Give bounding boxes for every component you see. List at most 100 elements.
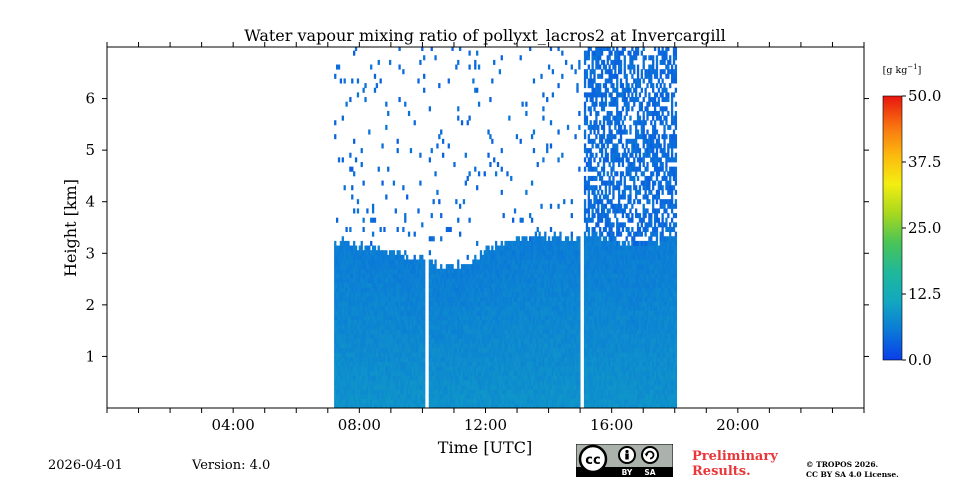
- heatmap-cell: [383, 268, 386, 274]
- heatmap-cell: [587, 329, 590, 335]
- heatmap-cell: [570, 254, 573, 260]
- heatmap-cell: [377, 370, 380, 376]
- heatmap-cell: [385, 259, 388, 265]
- heatmap-cell: [521, 217, 524, 223]
- heatmap-cell: [466, 324, 469, 330]
- heatmap-cell: [388, 291, 392, 298]
- heatmap-cell: [549, 254, 553, 260]
- heatmap-cell: [415, 370, 418, 376]
- heatmap-cell: [551, 282, 555, 288]
- heatmap-cell: [506, 338, 509, 344]
- heatmap-cell: [381, 403, 384, 408]
- heatmap-cell: [551, 333, 555, 339]
- heatmap-cell: [532, 273, 536, 279]
- heatmap-cell: [392, 356, 396, 362]
- heatmap-cell: [572, 394, 575, 400]
- heatmap-cell: [371, 343, 375, 349]
- heatmap-cell: [593, 301, 596, 307]
- heatmap-cell: [523, 380, 526, 386]
- heatmap-cell: [443, 366, 447, 372]
- heatmap-cell: [364, 380, 367, 386]
- heatmap-cell: [411, 384, 414, 390]
- heatmap-cell: [373, 338, 377, 344]
- heatmap-cell: [517, 301, 520, 307]
- heatmap-cell: [587, 162, 590, 168]
- heatmap-cell: [347, 343, 350, 349]
- heatmap-cell: [574, 352, 577, 358]
- heatmap-cell: [593, 380, 596, 386]
- heatmap-cell: [440, 398, 443, 404]
- heatmap-cell: [447, 226, 450, 233]
- heatmap-cell: [485, 338, 488, 344]
- heatmap-cell: [349, 273, 352, 279]
- heatmap-cell: [502, 287, 505, 293]
- heatmap-cell: [411, 287, 414, 293]
- heatmap-cell: [553, 282, 556, 288]
- heatmap-cell: [546, 273, 549, 279]
- heatmap-cell: [491, 291, 494, 298]
- heatmap-cell: [443, 338, 447, 344]
- heatmap-cell: [557, 324, 560, 330]
- heatmap-cell: [470, 264, 473, 270]
- heatmap-cell: [546, 254, 549, 260]
- heatmap-cell: [379, 78, 382, 84]
- heatmap-cell: [470, 403, 473, 408]
- heatmap-cell: [371, 208, 375, 214]
- heatmap-cell: [493, 59, 496, 65]
- heatmap-cell: [381, 361, 384, 367]
- heatmap-cell: [472, 347, 475, 353]
- heatmap-cell: [551, 236, 555, 242]
- heatmap-cell: [536, 236, 539, 242]
- heatmap-cell: [513, 268, 517, 274]
- heatmap-cell: [578, 291, 581, 298]
- heatmap-cell: [406, 380, 409, 386]
- heatmap-cell: [349, 226, 352, 233]
- heatmap-cell: [542, 389, 545, 395]
- heatmap-cell: [383, 329, 386, 335]
- heatmap-cell: [540, 282, 543, 288]
- heatmap-cell: [354, 305, 358, 311]
- heatmap-cell: [459, 389, 462, 395]
- heatmap-cell: [553, 352, 556, 358]
- heatmap-cell: [368, 245, 371, 251]
- heatmap-cell: [551, 370, 555, 376]
- heatmap-cell: [415, 356, 418, 362]
- heatmap-cell: [496, 278, 500, 284]
- heatmap-cell: [515, 296, 519, 302]
- heatmap-cell: [589, 394, 592, 400]
- heatmap-cell: [368, 315, 371, 321]
- heatmap-cell: [576, 398, 579, 404]
- heatmap-cell: [591, 338, 594, 344]
- heatmap-cell: [457, 319, 460, 325]
- heatmap-cell: [421, 329, 424, 335]
- heatmap-cell: [345, 245, 348, 251]
- heatmap-cell: [353, 305, 356, 311]
- heatmap-cell: [364, 259, 367, 265]
- heatmap-cell: [406, 333, 409, 339]
- heatmap-cell: [583, 282, 587, 288]
- heatmap-cell: [370, 250, 373, 256]
- heatmap-cell: [472, 78, 475, 84]
- heatmap-cell: [487, 245, 490, 251]
- heatmap-cell: [587, 236, 590, 242]
- heatmap-cell: [419, 366, 422, 372]
- heatmap-cell: [438, 394, 441, 400]
- heatmap-cell: [353, 259, 356, 265]
- heatmap-cell: [337, 254, 341, 260]
- heatmap-cell: [440, 370, 443, 376]
- heatmap-cell: [547, 352, 551, 358]
- heatmap-cell: [527, 287, 530, 293]
- heatmap-cell: [546, 370, 549, 376]
- heatmap-cell: [538, 301, 541, 307]
- heatmap-cell: [390, 384, 394, 390]
- heatmap-cell: [544, 254, 547, 260]
- heatmap-cell: [559, 240, 562, 246]
- heatmap-cell: [440, 338, 443, 344]
- heatmap-cell: [529, 338, 532, 344]
- heatmap-cell: [536, 380, 539, 386]
- heatmap-cell: [568, 254, 572, 260]
- heatmap-cell: [483, 324, 486, 330]
- heatmap-cell: [563, 250, 566, 256]
- heatmap-cell: [513, 389, 517, 395]
- heatmap-cell: [459, 231, 462, 237]
